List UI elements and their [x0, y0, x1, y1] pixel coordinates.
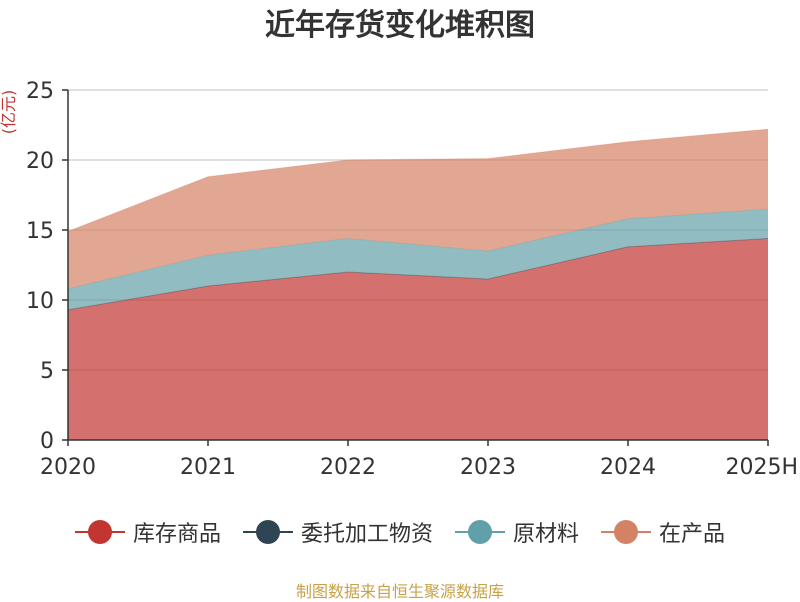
x-tick-label: 2020 [40, 455, 96, 480]
y-tick-label: 0 [40, 429, 54, 454]
legend-label: 库存商品 [132, 522, 221, 547]
y-tick-label: 20 [26, 149, 54, 174]
y-tick-label: 10 [26, 289, 54, 314]
legend-item-库存商品[interactable]: 库存商品 [74, 516, 221, 548]
legend-label: 原材料 [513, 522, 580, 547]
legend-item-委托加工物资[interactable]: 委托加工物资 [242, 516, 433, 548]
x-tick-label: 2025H [725, 455, 798, 480]
area-series-原材料[interactable] [68, 209, 768, 310]
legend-marker-icon [601, 519, 652, 545]
legend-item-原材料[interactable]: 原材料 [455, 516, 579, 548]
series-line-在产品 [67, 128, 769, 232]
y-tick-label: 25 [26, 79, 54, 104]
data-source-note: 制图数据来自恒生聚源数据库 [295, 582, 504, 601]
legend-marker-icon [242, 519, 293, 545]
legend-marker-icon [455, 519, 505, 545]
legend-label: 在产品 [659, 522, 726, 547]
area-series-库存商品[interactable] [68, 238, 768, 440]
legend-label: 委托加工物资 [300, 522, 433, 547]
chart-title: 近年存货变化堆积图 [265, 8, 535, 43]
y-axis-label: (亿元) [0, 90, 18, 135]
x-tick-label: 2022 [320, 455, 376, 480]
chart-legend: 库存商品 委托加工物资 原材料 在产品 [0, 516, 800, 548]
x-tick-label: 2023 [460, 455, 516, 480]
legend-item-在产品[interactable]: 在产品 [601, 516, 725, 548]
y-tick-label: 15 [26, 219, 54, 244]
x-tick-label: 2024 [600, 455, 656, 480]
y-tick-label: 5 [40, 359, 54, 384]
area-series-在产品[interactable] [68, 129, 768, 289]
x-tick-label: 2021 [180, 455, 236, 480]
legend-marker-icon [74, 519, 125, 545]
